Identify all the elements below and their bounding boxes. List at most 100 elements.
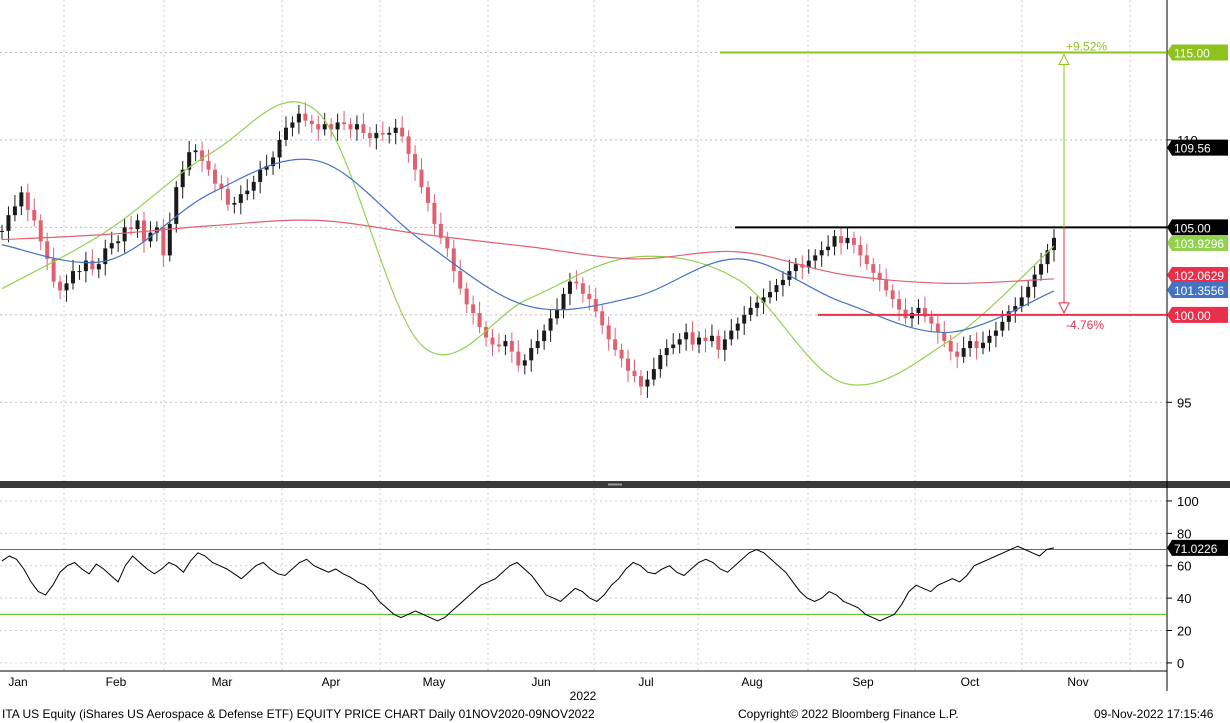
candle-body [25, 192, 30, 210]
year-label: 2022 [570, 689, 597, 703]
candle-body [380, 132, 385, 135]
candle-body [45, 241, 50, 259]
candle-body [819, 250, 824, 256]
candle-body [761, 297, 766, 303]
last-price-tag [1167, 139, 1228, 156]
candle-body [509, 341, 514, 352]
candle-body [697, 337, 702, 345]
month-label: Aug [741, 675, 762, 689]
month-label: Sep [852, 675, 874, 689]
candle-body [922, 307, 927, 317]
rsi-tick-label: 20 [1177, 624, 1191, 639]
candle-body [206, 160, 211, 170]
candle-body [755, 302, 760, 308]
candle-body [961, 348, 966, 357]
candle-body [393, 127, 398, 133]
candle-body [484, 327, 489, 338]
upside-arrow-head [1058, 53, 1070, 65]
candle-body [981, 342, 986, 349]
candle-body [283, 127, 288, 140]
candle-body [768, 292, 773, 298]
candle-body [709, 335, 714, 342]
candle-body [1006, 311, 1011, 322]
candle-body [193, 150, 198, 153]
month-label: Jun [531, 675, 550, 689]
candle-body [309, 120, 314, 125]
downside-arrow-head [1058, 302, 1070, 314]
candle-body [109, 243, 114, 249]
candle-body [0, 230, 4, 232]
candle-body [826, 246, 831, 251]
candle-body [70, 271, 75, 284]
stop-level-tag [1167, 306, 1228, 323]
candle-body [600, 311, 605, 326]
candle-body [722, 339, 727, 350]
current-level-tag [1167, 219, 1228, 236]
candle-body [942, 332, 947, 342]
month-label: Apr [322, 675, 341, 689]
candle-body [103, 248, 108, 265]
candle-body [451, 248, 456, 272]
security-description: ITA US Equity (iShares US Aerospace & De… [2, 707, 595, 721]
candle-body [174, 187, 179, 224]
ma-long-tag-label: 102.0629 [1174, 269, 1224, 283]
current-level-tag-label: 105.00 [1174, 221, 1211, 235]
candle-body [864, 255, 869, 265]
candle-body [548, 318, 553, 331]
candle-body [122, 227, 127, 242]
last-price-tag-label: 109.56 [1174, 142, 1211, 156]
candle-body [38, 220, 43, 242]
candle-body [632, 370, 637, 377]
candle-body [167, 223, 172, 256]
price-chart: 95110020406080100JanFebMarAprMayJunJulAu… [0, 0, 1230, 703]
candle-body [645, 379, 650, 387]
candle-body [1039, 264, 1044, 275]
candle-body [774, 285, 779, 293]
moving-average-line [1, 219, 1055, 285]
candle-body [19, 192, 24, 207]
candle-body [225, 188, 230, 205]
ma-medium-tag [1167, 282, 1228, 298]
candle-body [916, 307, 921, 314]
candle-body [387, 132, 392, 135]
candle-body [974, 341, 979, 349]
candle-body [613, 339, 618, 350]
candle-body [219, 183, 224, 189]
candle-body [574, 281, 579, 284]
candle-body [987, 335, 992, 343]
candle-body [832, 236, 837, 247]
candle-body [839, 236, 844, 244]
month-label: Jan [8, 675, 27, 689]
candle-body [664, 348, 669, 356]
candle-body [813, 255, 818, 261]
candle-body [690, 332, 695, 345]
candle-body [806, 260, 811, 268]
candle-body [135, 220, 140, 230]
candle-body [780, 279, 785, 286]
candle-body [735, 323, 740, 331]
candle-body [897, 299, 902, 310]
candle-body [703, 337, 708, 342]
candle-body [264, 166, 269, 170]
candle-body [890, 290, 895, 300]
candle-body [935, 323, 940, 333]
candle-body [742, 314, 747, 324]
candle-body [535, 341, 540, 349]
candle-body [303, 113, 308, 121]
candle-body [374, 132, 379, 139]
candle-body [651, 369, 656, 380]
candle-body [1019, 297, 1024, 307]
footer-bar: ITA US Equity (iShares US Aerospace & De… [0, 703, 1230, 723]
candle-body [1000, 321, 1005, 331]
target-level-tag [1167, 44, 1228, 61]
candle-body [180, 169, 185, 188]
candle-body [361, 124, 366, 133]
candle-body [993, 330, 998, 336]
candle-body [580, 283, 585, 294]
rsi-tick-label: 100 [1177, 494, 1199, 509]
candle-body [419, 169, 424, 188]
candle-body [948, 341, 953, 352]
timestamp: 09-Nov-2022 17:15:46 [1094, 707, 1214, 721]
candle-body [296, 113, 301, 123]
